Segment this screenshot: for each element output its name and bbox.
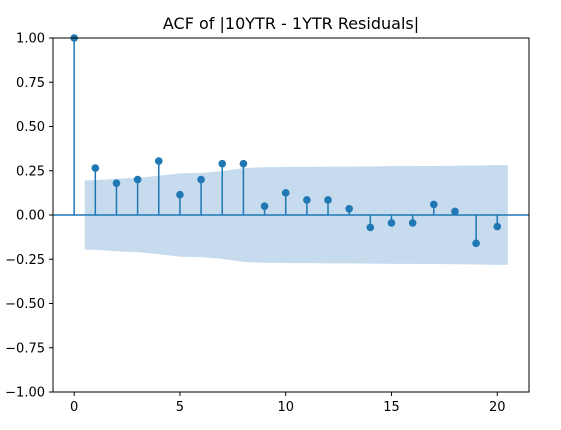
y-tick-label: −0.50 (5, 297, 45, 312)
y-tick-label: 0.00 (16, 209, 45, 224)
acf-point-lag-13 (345, 205, 353, 213)
x-tick-label: 10 (277, 400, 294, 415)
chart-title: ACF of |10YTR - 1YTR Residuals| (163, 14, 419, 33)
acf-point-lag-16 (408, 219, 417, 227)
acf-point-lag-3 (133, 175, 142, 184)
acf-point-lag-10 (281, 189, 290, 197)
tick-layer: 0 5 10 15 20 1.00 0.75 0.50 0.25 0.00 −0.25 −0.50 −0… (5, 32, 505, 416)
y-tick-label: 0.50 (16, 120, 45, 135)
x-tick-label: 20 (489, 400, 506, 415)
acf-point-lag-17 (430, 200, 438, 209)
acf-point-lag-5 (176, 190, 184, 199)
acf-point-lag-8 (239, 159, 248, 168)
y-tick-label: 1.00 (16, 32, 45, 47)
y-tick-label: −0.75 (5, 341, 45, 356)
y-tick-label: −1.00 (5, 386, 45, 401)
acf-point-lag-6 (197, 175, 205, 184)
y-tick-label: 0.75 (16, 76, 45, 91)
acf-point-lag-2 (112, 179, 121, 187)
stems-layer (73, 38, 499, 244)
acf-point-lag-18 (451, 207, 459, 216)
x-tick-label: 5 (176, 400, 184, 415)
acf-point-lag-14 (366, 223, 375, 232)
x-tick-label: 0 (70, 400, 78, 415)
acf-point-lag-15 (387, 219, 396, 227)
acf-point-lag-12 (324, 196, 332, 204)
acf-point-lag-7 (218, 159, 227, 168)
acf-point-lag-4 (154, 157, 163, 165)
acf-point-lag-9 (260, 202, 269, 210)
points-layer (70, 34, 502, 248)
y-tick-label: 0.25 (16, 164, 45, 179)
acf-point-lag-20 (493, 222, 502, 231)
y-tick-label: −0.25 (5, 253, 45, 268)
acf-point-lag-1 (91, 164, 100, 172)
acf-point-lag-19 (472, 239, 480, 248)
x-tick-label: 15 (383, 400, 400, 415)
acf-point-lag-11 (303, 196, 311, 204)
